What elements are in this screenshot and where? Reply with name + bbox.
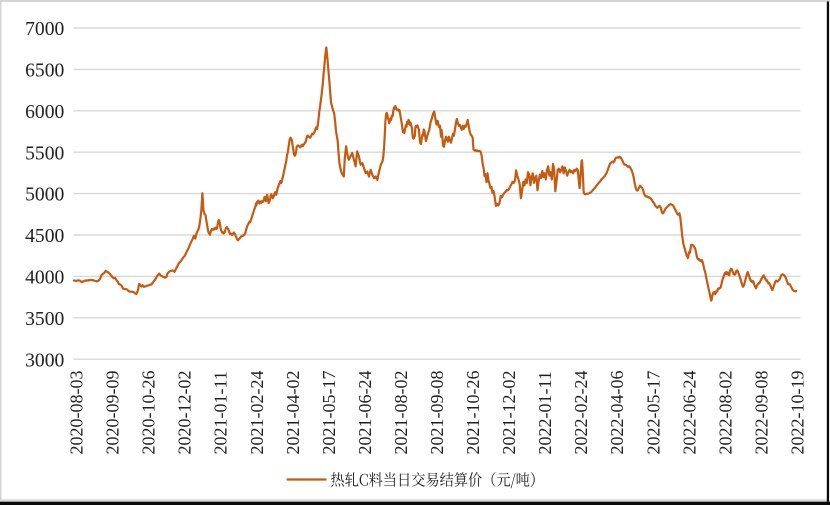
svg-text:2022-06-24: 2022-06-24 — [679, 371, 699, 455]
svg-text:2021-08-02: 2021-08-02 — [391, 371, 411, 455]
svg-text:5500: 5500 — [25, 143, 64, 164]
svg-text:2021-05-17: 2021-05-17 — [319, 371, 339, 455]
svg-text:4000: 4000 — [25, 268, 64, 289]
svg-text:6500: 6500 — [25, 61, 64, 82]
svg-text:6000: 6000 — [25, 102, 64, 123]
svg-text:2022-04-06: 2022-04-06 — [607, 371, 627, 455]
svg-text:3000: 3000 — [25, 350, 64, 371]
svg-text:2020-09-09: 2020-09-09 — [103, 371, 123, 455]
svg-text:2021-02-24: 2021-02-24 — [247, 371, 267, 455]
svg-text:7000: 7000 — [25, 19, 64, 40]
svg-text:2022-10-19: 2022-10-19 — [788, 371, 808, 455]
svg-text:2020-12-02: 2020-12-02 — [175, 371, 195, 455]
svg-text:2020-10-26: 2020-10-26 — [139, 371, 159, 455]
svg-text:5000: 5000 — [25, 185, 64, 206]
svg-text:2021-10-26: 2021-10-26 — [463, 371, 483, 455]
svg-text:2020-08-03: 2020-08-03 — [67, 371, 87, 455]
svg-text:2021-12-02: 2021-12-02 — [499, 371, 519, 455]
svg-text:2021-09-08: 2021-09-08 — [427, 371, 447, 455]
svg-text:2022-01-11: 2022-01-11 — [535, 371, 555, 454]
svg-text:4500: 4500 — [25, 226, 64, 247]
svg-text:2021-06-24: 2021-06-24 — [355, 371, 375, 455]
svg-text:2022-02-24: 2022-02-24 — [571, 371, 591, 455]
svg-text:2021-01-11: 2021-01-11 — [211, 371, 231, 454]
svg-text:2022-09-08: 2022-09-08 — [751, 371, 771, 455]
svg-text:3500: 3500 — [25, 309, 64, 330]
svg-text:2022-08-02: 2022-08-02 — [715, 371, 735, 455]
svg-text:2021-04-02: 2021-04-02 — [283, 371, 303, 455]
svg-text:2022-05-17: 2022-05-17 — [643, 371, 663, 455]
